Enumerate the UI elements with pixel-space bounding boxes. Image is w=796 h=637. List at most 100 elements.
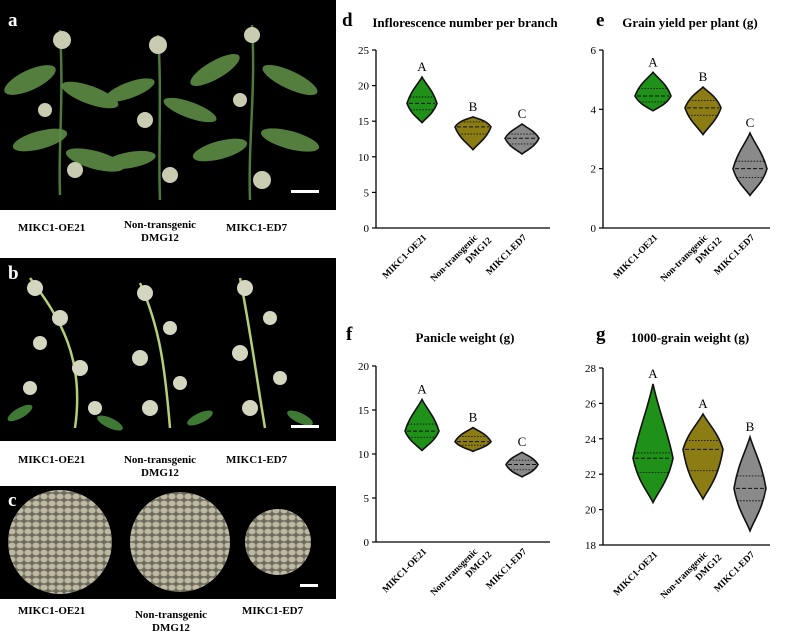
chart-e-svg: Grain yield per plant (g) 0 2 4 6 A B C MIKC1-OE… [591, 15, 770, 284]
y-tick-label: 18 [585, 540, 597, 552]
y-tick-label: 0 [364, 223, 370, 235]
violin-oe21 [406, 75, 438, 124]
y-tick-label: 15 [358, 405, 370, 417]
caption-a-non-transgenic-line2: DMG12 [141, 232, 179, 244]
chart-panicle-weight: Panicle weight (g) 0 5 10 15 20 A B C MIKC1-OE21 N… [340, 320, 565, 620]
caption-a-non-transgenic-line1: Non-transgenic [123, 219, 197, 231]
violin-ed7 [733, 434, 767, 533]
x-tick-text: MIKC1-OE21 [612, 550, 660, 598]
caption-b-non-transgenic-line2: DMG12 [141, 467, 179, 479]
y-tick-label: 2 [591, 164, 597, 176]
chart-1000-grain-weight: 1000-grain weight (g) 18 20 22 24 26 28 A A B MIKC… [570, 320, 790, 630]
x-tick-text: MIKC1-OE21 [381, 233, 429, 281]
chart-g-svg: 1000-grain weight (g) 18 20 22 24 26 28 A A B MIKC… [585, 330, 770, 601]
significance-letter-ed7: B [746, 419, 755, 434]
chart-f-svg: Panicle weight (g) 0 5 10 15 20 A B C MIKC1-OE21 N… [358, 330, 550, 598]
chart-title: 1000-grain weight (g) [631, 330, 749, 345]
caption-b-non-transgenic: Non-transgenic DMG12 [115, 454, 205, 480]
y-tick-label: 10 [358, 152, 370, 164]
y-tick-label: 20 [585, 505, 597, 517]
significance-letter-ed7: C [746, 115, 755, 130]
significance-letter-non-transgenic: B [469, 99, 478, 114]
violin-non-transgenic [454, 116, 492, 151]
caption-a-non-transgenic: Non-transgenic DMG12 [115, 219, 205, 245]
y-tick-label: 6 [591, 45, 597, 57]
significance-letter-oe21: A [417, 59, 427, 74]
significance-letter-non-transgenic: A [698, 396, 708, 411]
x-tick-text: MIKC1-ED7 [485, 233, 530, 278]
chart-title: Grain yield per plant (g) [622, 15, 758, 30]
photo-branches [0, 258, 336, 441]
caption-c-non-transgenic-line1: Non-transgenic [134, 609, 208, 621]
panel-label-c: c [8, 490, 17, 511]
panel-label-f: f [346, 324, 353, 345]
panel-label-a: a [8, 10, 18, 31]
y-tick-label: 0 [591, 223, 597, 235]
significance-letter-ed7: C [518, 434, 527, 449]
x-tick-text: MIKC1-OE21 [381, 547, 429, 595]
chart-grain-yield: Grain yield per plant (g) 0 2 4 6 A B C MIKC1-OE… [570, 0, 790, 310]
chart-d-svg: Inflorescence number per branch 0 5 10 15 20 2… [358, 15, 558, 284]
violin-non-transgenic [454, 426, 492, 453]
violin-oe21 [404, 397, 440, 452]
significance-letter-oe21: A [648, 54, 658, 69]
panel-label-d: d [342, 10, 353, 31]
significance-letter-non-transgenic: B [699, 69, 708, 84]
chart-title: Inflorescence number per branch [372, 15, 558, 30]
violin-ed7 [504, 123, 540, 155]
caption-c-non-transgenic: Non-transgenic DMG12 [126, 609, 216, 635]
x-tick-label-oe21: MIKC1-OE21 [381, 233, 429, 281]
chart-title: Panicle weight (g) [416, 330, 515, 345]
significance-letter-oe21: A [417, 381, 427, 396]
panel-label-e: e [596, 10, 605, 31]
x-tick-label-oe21: MIKC1-OE21 [612, 233, 660, 281]
significance-letter-non-transgenic: B [469, 410, 478, 425]
significance-letter-oe21: A [648, 366, 658, 381]
y-tick-label: 4 [591, 104, 597, 116]
caption-a-ed7: MIKC1-ED7 [226, 222, 288, 234]
y-tick-label: 25 [358, 45, 370, 57]
caption-c-oe21: MIKC1-OE21 [18, 605, 86, 617]
caption-b-ed7: MIKC1-ED7 [226, 454, 288, 466]
panel-label-b: b [8, 263, 19, 284]
violin-oe21 [634, 70, 672, 112]
photo-seeds-drawing [0, 486, 336, 599]
caption-a-oe21: MIKC1-OE21 [18, 222, 86, 234]
violin-non-transgenic [684, 85, 722, 136]
x-tick-label-ed7: MIKC1-ED7 [485, 233, 530, 278]
caption-c-ed7: MIKC1-ED7 [242, 605, 304, 617]
y-tick-label: 10 [358, 449, 370, 461]
photo-branches-drawing [0, 258, 336, 441]
y-tick-label: 20 [358, 361, 370, 373]
y-tick-label: 15 [358, 116, 370, 128]
y-tick-label: 5 [364, 493, 370, 505]
x-tick-label-oe21: MIKC1-OE21 [612, 550, 660, 598]
caption-c-non-transgenic-line2: DMG12 [152, 622, 190, 634]
y-tick-label: 24 [585, 434, 597, 446]
panel-label-g: g [596, 324, 606, 345]
y-tick-label: 5 [364, 187, 370, 199]
y-tick-label: 28 [585, 363, 597, 375]
photo-plants-whole [0, 0, 336, 210]
significance-letter-ed7: C [518, 106, 527, 121]
y-tick-label: 22 [585, 469, 596, 481]
violin-ed7 [732, 131, 768, 197]
caption-b-oe21: MIKC1-OE21 [18, 454, 86, 466]
y-tick-label: 0 [364, 537, 370, 549]
y-tick-label: 20 [358, 81, 370, 93]
x-tick-text: MIKC1-OE21 [612, 233, 660, 281]
photo-plants-whole-drawing [0, 0, 336, 210]
violin-oe21 [632, 383, 674, 505]
photo-seeds [0, 486, 336, 599]
chart-inflorescence-number: Inflorescence number per branch 0 5 10 15 20 2… [340, 0, 565, 310]
violin-non-transgenic [682, 412, 724, 501]
caption-b-non-transgenic-line1: Non-transgenic [123, 454, 197, 466]
x-tick-label-oe21: MIKC1-OE21 [381, 547, 429, 595]
x-tick-label-ed7: MIKC1-ED7 [485, 547, 530, 592]
y-tick-label: 26 [585, 398, 597, 410]
x-tick-text: MIKC1-ED7 [485, 547, 530, 592]
